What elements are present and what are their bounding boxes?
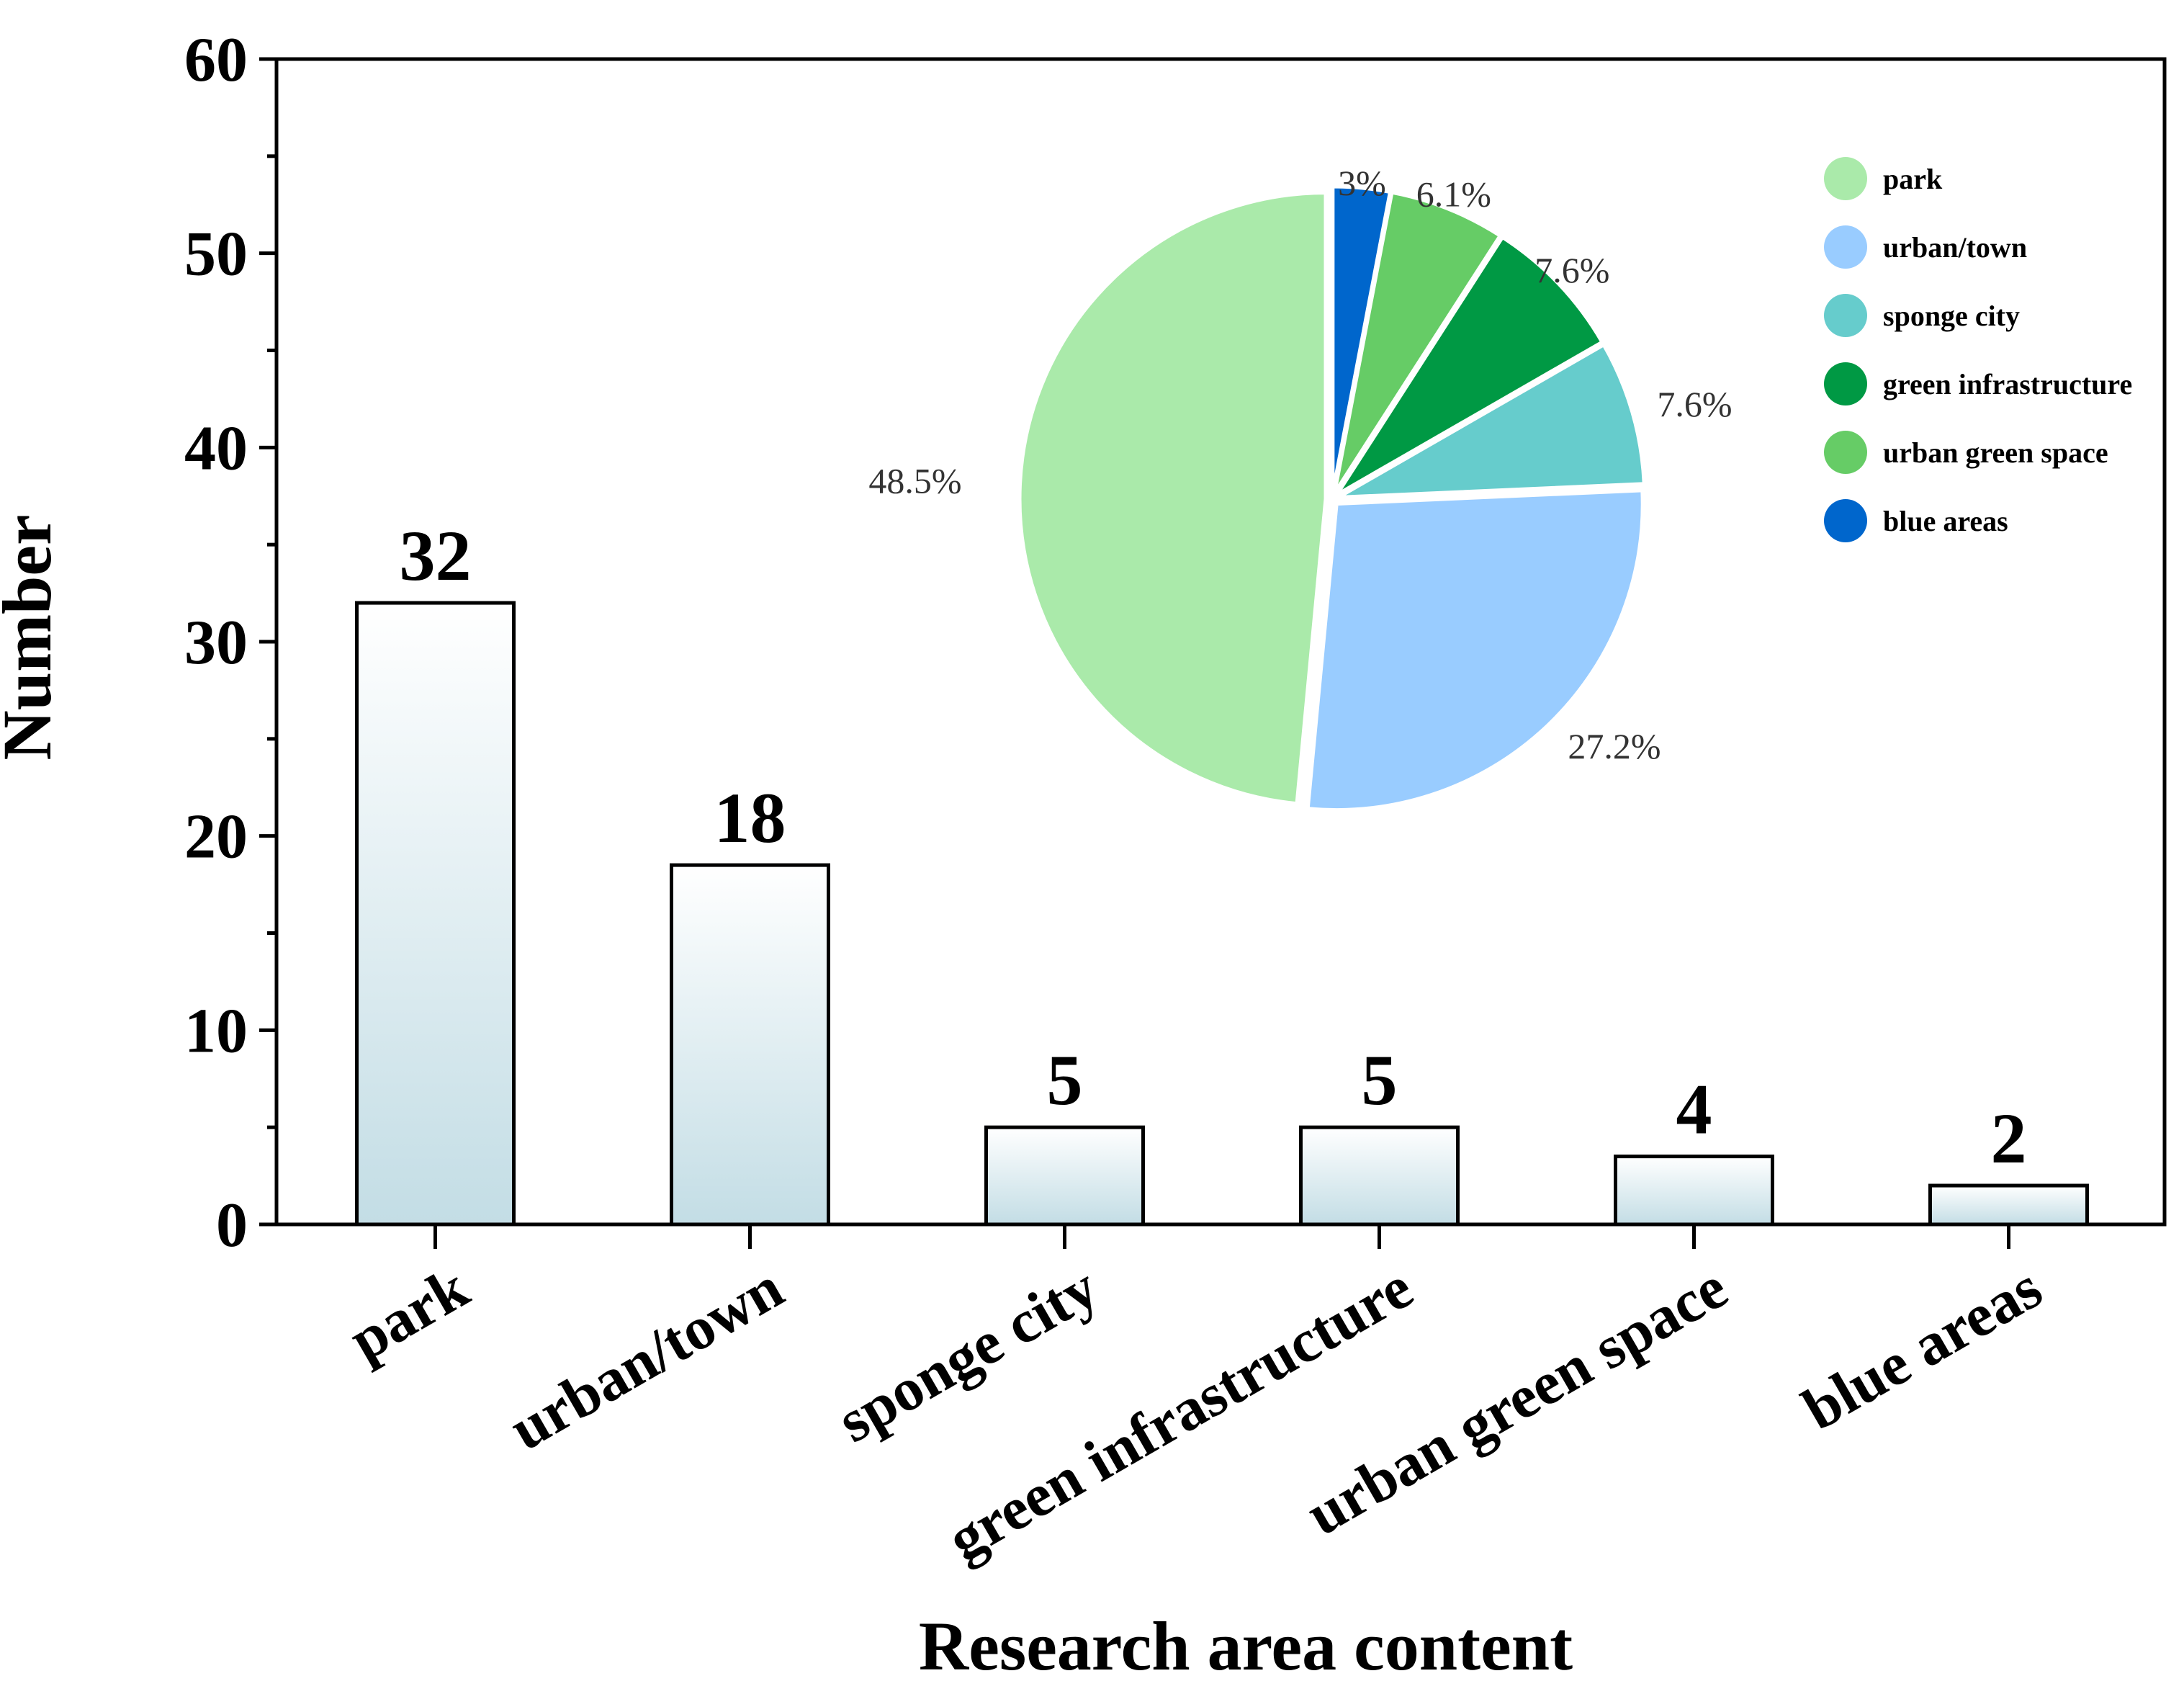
bar-data-label: 5 xyxy=(1362,1040,1398,1120)
pie-slice-label: 7.6% xyxy=(1657,384,1732,424)
pie-slice-label: 48.5% xyxy=(868,461,961,501)
legend-label: sponge city xyxy=(1883,300,2020,332)
x-tick-label: urban/town xyxy=(499,1254,794,1464)
bar-data-label: 18 xyxy=(714,778,786,858)
legend-swatch xyxy=(1824,499,1867,542)
bar-urban-green-space xyxy=(1614,1155,1774,1227)
y-tick-label: 60 xyxy=(184,25,248,95)
y-tick-label: 0 xyxy=(216,1191,248,1260)
x-tick-label: park xyxy=(338,1254,480,1374)
bars-layer: 32 18 5 5 4 2 xyxy=(355,516,2089,1227)
legend-label: park xyxy=(1883,163,1943,195)
pie-slice-urban-town xyxy=(1306,488,1645,812)
legend-swatch xyxy=(1824,431,1867,474)
x-axis-label: Research area content xyxy=(919,1608,1573,1685)
x-tick-label: blue areas xyxy=(1792,1254,2053,1443)
bar-data-label: 5 xyxy=(1047,1040,1083,1120)
bar-data-label: 4 xyxy=(1676,1070,1712,1150)
legend-label: urban green space xyxy=(1883,436,2108,469)
pie-slice-label: 27.2% xyxy=(1568,726,1661,766)
pie-slice-sponge-city xyxy=(1337,342,1646,499)
bar-park xyxy=(355,601,516,1227)
pie-slice-blue-areas xyxy=(1331,184,1393,493)
legend-label: blue areas xyxy=(1883,505,2008,537)
bar-sponge-city xyxy=(984,1125,1145,1227)
pie-legend: park urban/town sponge city green infrastru… xyxy=(1824,157,2132,542)
pie-slice-park xyxy=(1017,191,1328,806)
pie-slice-urban-green-space xyxy=(1332,190,1503,494)
legend-swatch xyxy=(1824,294,1867,337)
y-axis-label: Number xyxy=(0,514,66,760)
bar-data-label: 2 xyxy=(1991,1098,2027,1178)
y-tick-label: 20 xyxy=(184,802,248,872)
y-tick-label: 50 xyxy=(184,220,248,290)
bar-urban-town xyxy=(670,863,830,1227)
pie-chart: 3% 6.1% 7.6% 7.6% 27.2% 48.5% xyxy=(868,163,1732,812)
legend-label: urban/town xyxy=(1883,231,2027,264)
legend-swatch xyxy=(1824,362,1867,405)
y-tick-label: 10 xyxy=(184,996,248,1066)
legend-swatch xyxy=(1824,225,1867,269)
bar-green-infrastructure xyxy=(1299,1125,1460,1227)
bar-blue-areas xyxy=(1928,1183,2089,1227)
y-tick-label: 40 xyxy=(184,413,248,483)
pie-slice-green-infrastructure xyxy=(1335,234,1605,496)
pie-slice-label: 6.1% xyxy=(1416,174,1491,214)
pie-slice-label: 3% xyxy=(1338,163,1386,203)
y-tick-label: 30 xyxy=(184,608,248,678)
pie-slice-label: 7.6% xyxy=(1534,250,1609,290)
x-tick-label: sponge city xyxy=(827,1254,1109,1456)
legend-swatch xyxy=(1824,157,1867,200)
bar-data-label: 32 xyxy=(400,516,472,596)
legend-label: green infrastructure xyxy=(1883,368,2132,400)
